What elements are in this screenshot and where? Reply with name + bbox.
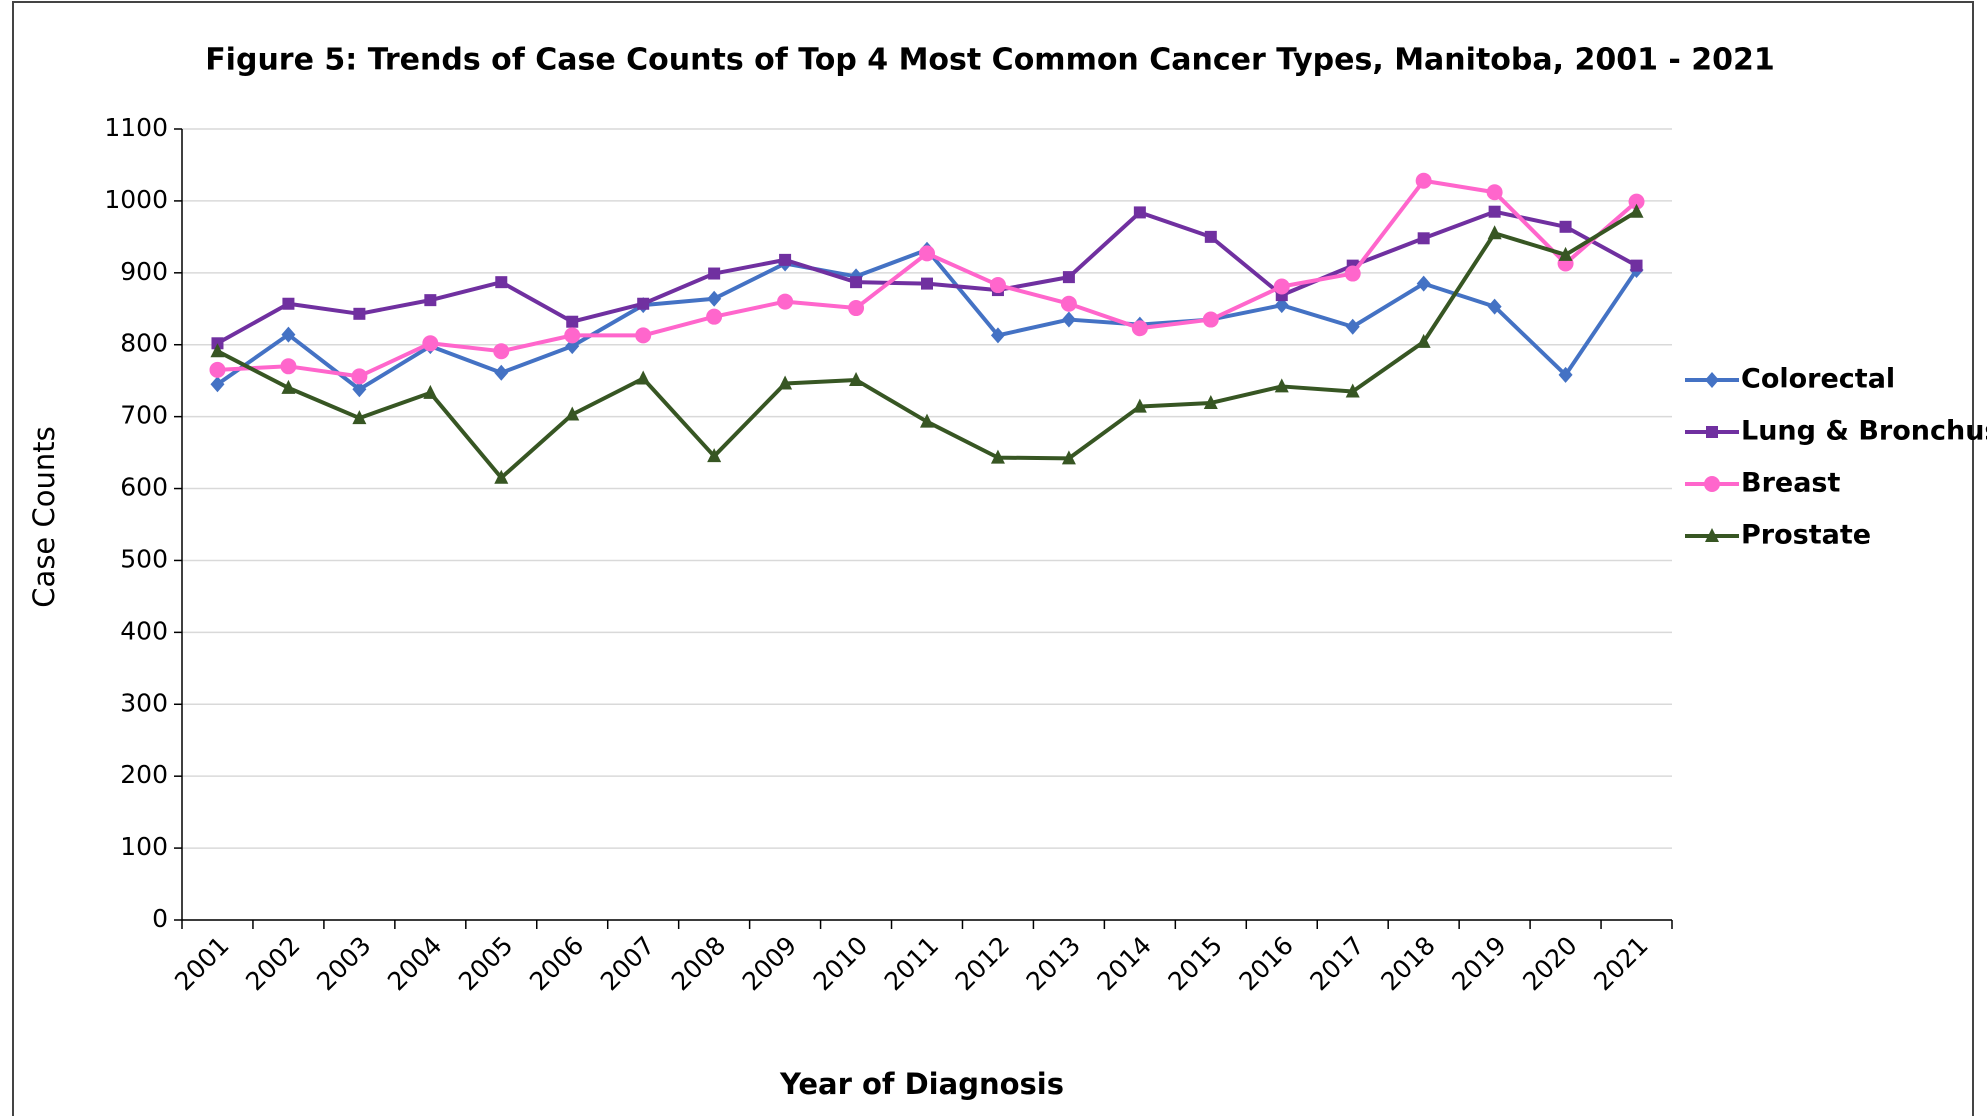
series: [209, 172, 1645, 385]
point-marker: [1131, 320, 1148, 337]
point-marker: [1416, 333, 1431, 348]
point-marker: [566, 315, 579, 328]
point-marker: [637, 297, 650, 310]
point-marker: [1203, 394, 1218, 409]
legend-label: Colorectal: [1741, 364, 1895, 395]
point-marker: [850, 276, 863, 289]
point-marker: [1705, 528, 1719, 542]
point-marker: [565, 406, 580, 421]
point-marker: [635, 327, 652, 344]
point-marker: [424, 294, 437, 307]
point-marker: [1706, 426, 1718, 438]
point-marker: [493, 343, 510, 360]
point-marker: [351, 368, 368, 385]
point-marker: [1132, 398, 1147, 413]
point-marker: [1630, 259, 1643, 272]
point-marker: [1558, 366, 1573, 383]
legend-label: Prostate: [1741, 520, 1871, 551]
point-marker: [778, 375, 793, 390]
y-tick-label: 800: [120, 329, 168, 358]
point-marker: [777, 293, 794, 310]
point-marker: [209, 361, 226, 378]
point-marker: [920, 413, 934, 428]
point-marker: [1416, 275, 1431, 292]
point-marker: [779, 253, 792, 266]
y-tick-label: 1100: [104, 113, 168, 142]
point-marker: [281, 379, 296, 394]
point-marker: [1488, 205, 1501, 218]
point-marker: [636, 370, 651, 385]
point-marker: [919, 245, 935, 262]
point-marker: [494, 469, 509, 484]
y-tick-label: 300: [120, 688, 168, 717]
point-marker: [990, 327, 1005, 344]
point-marker: [1705, 372, 1719, 388]
series: [210, 203, 1644, 484]
x-axis-title: Year of Diagnosis: [779, 1067, 1064, 1101]
point-marker: [707, 290, 722, 307]
point-marker: [280, 358, 297, 375]
point-marker: [921, 277, 933, 290]
chart-frame: [12, 1, 1974, 1116]
point-marker: [1204, 230, 1217, 243]
point-marker: [1274, 378, 1289, 393]
chart-title: Figure 5: Trends of Case Counts of Top 4…: [205, 43, 1775, 78]
point-marker: [707, 448, 722, 463]
point-marker: [1060, 295, 1077, 312]
point-marker: [1133, 206, 1146, 219]
point-marker: [352, 410, 367, 425]
point-marker: [1062, 271, 1075, 284]
point-marker: [849, 371, 864, 386]
point-marker: [1345, 318, 1360, 335]
legend-label: Breast: [1741, 468, 1840, 499]
point-marker: [494, 364, 509, 381]
y-tick-label: 400: [120, 616, 168, 645]
legend-label: Lung & Bronchus: [1741, 416, 1987, 447]
point-marker: [1558, 246, 1573, 261]
point-marker: [1061, 311, 1076, 328]
y-tick-label: 0: [152, 904, 168, 933]
point-marker: [848, 300, 865, 317]
point-marker: [1273, 278, 1290, 295]
point-marker: [989, 277, 1006, 294]
point-marker: [1628, 193, 1645, 210]
point-marker: [352, 381, 367, 398]
point-marker: [990, 449, 1005, 464]
y-tick-label: 100: [120, 832, 168, 861]
point-marker: [1061, 450, 1076, 465]
point-marker: [1274, 297, 1289, 314]
point-marker: [281, 326, 296, 343]
point-marker: [1417, 232, 1430, 245]
point-marker: [1559, 220, 1572, 233]
y-tick-label: 1000: [104, 185, 168, 214]
y-tick-label: 200: [120, 760, 168, 789]
point-marker: [210, 343, 225, 358]
series: [210, 241, 1644, 398]
series: [211, 205, 1643, 350]
point-marker: [495, 276, 508, 289]
y-tick-label: 700: [120, 401, 168, 430]
point-marker: [282, 297, 295, 310]
point-marker: [1202, 311, 1219, 328]
point-marker: [1629, 203, 1644, 218]
point-marker: [564, 327, 581, 344]
point-marker: [423, 384, 438, 399]
y-tick-label: 900: [120, 257, 168, 286]
point-marker: [1345, 383, 1360, 398]
point-marker: [1344, 265, 1361, 282]
point-marker: [706, 308, 723, 325]
point-marker: [1487, 225, 1502, 240]
y-axis-title: Case Counts: [27, 426, 61, 607]
point-marker: [1415, 172, 1432, 189]
point-marker: [1487, 298, 1502, 315]
point-marker: [210, 376, 225, 393]
y-tick-label: 600: [120, 473, 168, 502]
point-marker: [1704, 476, 1720, 492]
point-marker: [1486, 184, 1503, 201]
y-tick-label: 500: [120, 544, 168, 573]
point-marker: [708, 267, 721, 280]
point-marker: [353, 307, 366, 320]
point-marker: [422, 335, 439, 352]
